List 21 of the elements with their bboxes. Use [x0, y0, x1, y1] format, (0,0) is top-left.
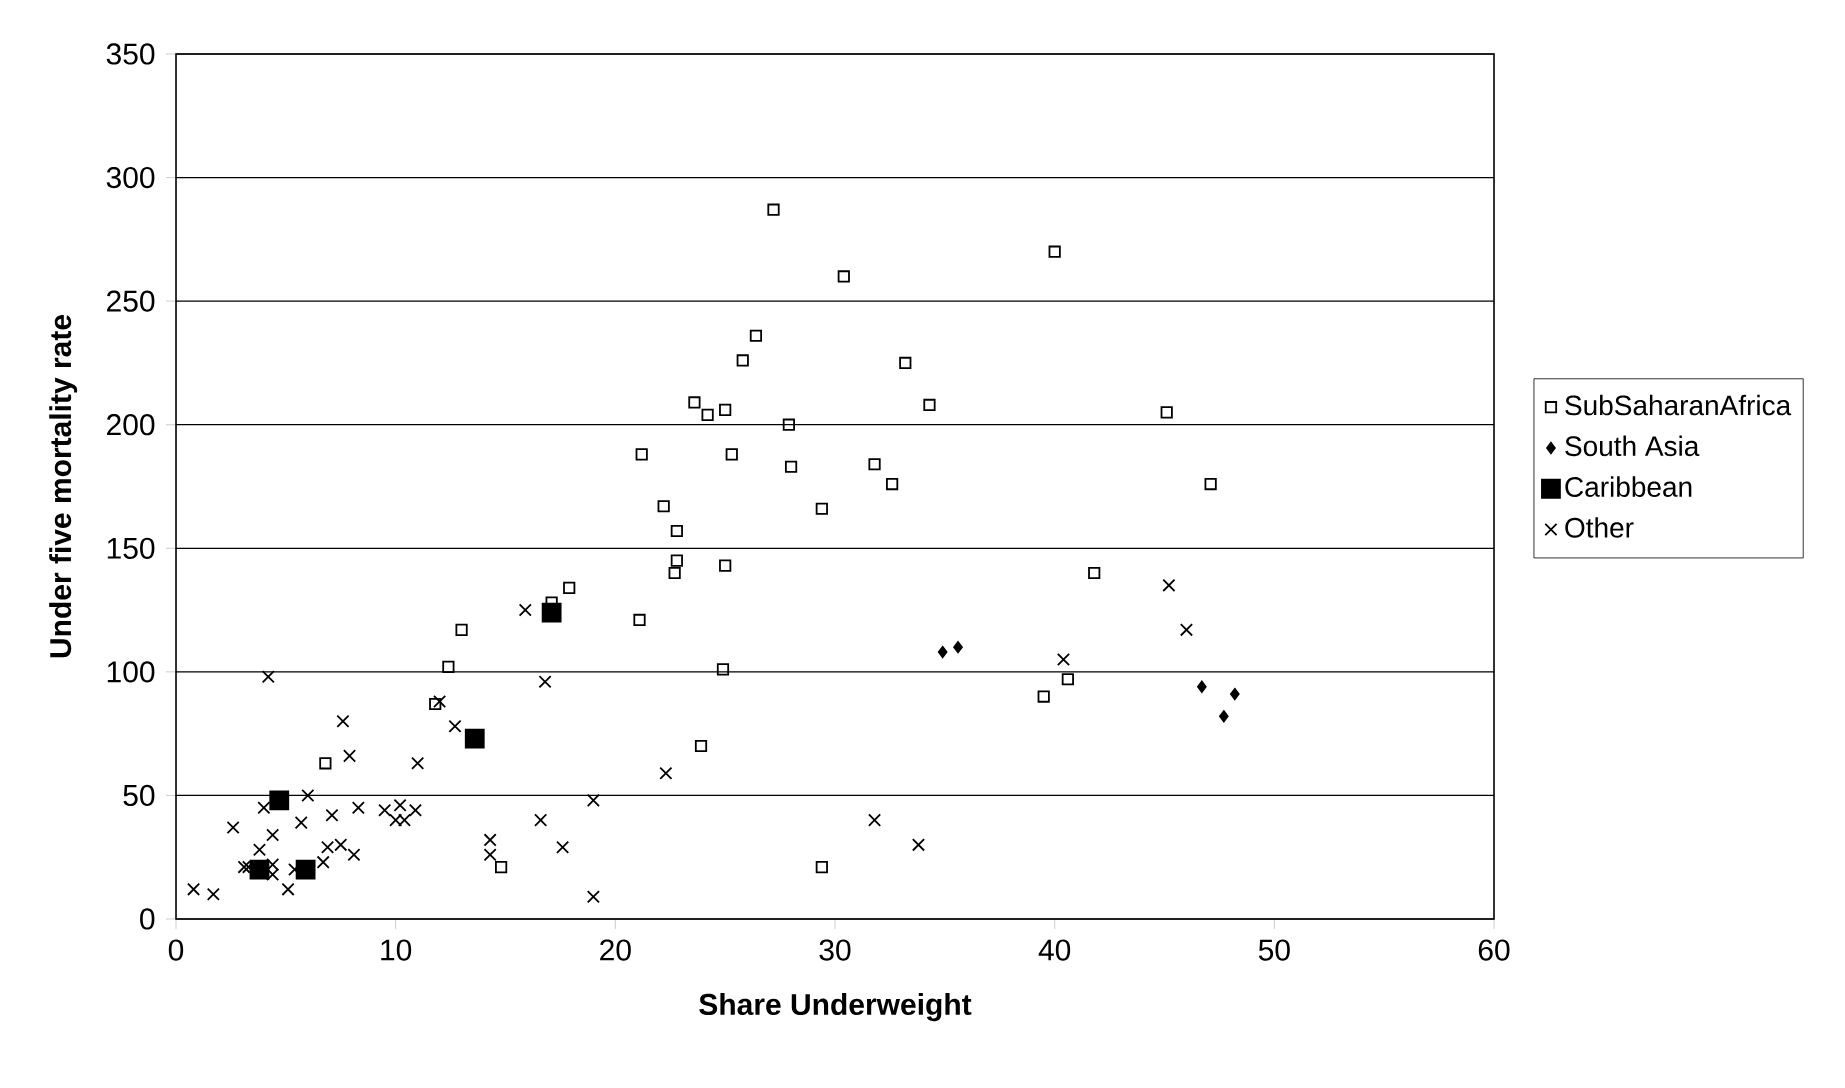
x-tick-label: 0	[168, 939, 184, 961]
legend-label: SubSaharanAfrica	[1565, 394, 1792, 416]
x-tick-label: 10	[381, 939, 412, 961]
legend-label: South Asia	[1565, 435, 1700, 457]
y-tick-label: 300	[106, 166, 155, 189]
x-axis-title: Share Underweight	[699, 993, 972, 1022]
legend-label: Caribbean	[1565, 476, 1692, 497]
y-tick-label: 200	[107, 414, 155, 436]
legend-label: Other	[1565, 517, 1634, 538]
x-tick-label: 40	[1038, 939, 1071, 961]
y-tick-label: 350	[106, 43, 155, 65]
y-tick-label: 0	[140, 908, 155, 930]
x-tick-label: 20	[600, 939, 631, 961]
y-tick-label: 150	[107, 537, 155, 559]
x-tick-label: 30	[819, 939, 851, 961]
y-tick-label: 250	[107, 290, 155, 312]
y-axis-title: Under five mortality rate	[49, 315, 78, 658]
y-tick-label: 50	[123, 784, 155, 807]
y-tick-label: 100	[107, 661, 155, 683]
x-tick-label: 50	[1258, 939, 1290, 961]
x-tick-label: 60	[1478, 939, 1510, 961]
